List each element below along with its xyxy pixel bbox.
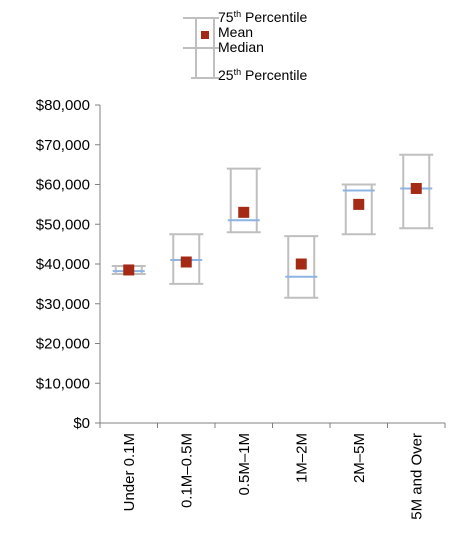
y-tick-label: $40,000 bbox=[36, 256, 90, 273]
y-tick-label: $80,000 bbox=[36, 97, 90, 114]
y-tick-label: $10,000 bbox=[36, 375, 90, 392]
box-group bbox=[399, 153, 434, 230]
x-category-label: Under 0.1M bbox=[121, 433, 138, 511]
y-axis: $0 $10,000 $20,000 $30,000 $40,000 $50,000 $60… bbox=[36, 97, 101, 432]
legend-label-mean: Mean bbox=[218, 24, 253, 40]
y-tick-label: $70,000 bbox=[36, 137, 90, 154]
y-tick-label: $0 bbox=[73, 415, 90, 432]
mean-marker bbox=[295, 258, 307, 270]
mean-marker bbox=[410, 182, 422, 194]
y-tick-label: $60,000 bbox=[36, 177, 90, 194]
box-group bbox=[226, 167, 261, 234]
x-category-label: 0.5M–1M bbox=[236, 433, 253, 496]
legend-label-median: Median bbox=[218, 39, 264, 55]
legend-mean-marker bbox=[201, 31, 209, 39]
x-category-label: 2M–5M bbox=[351, 433, 368, 483]
x-category-label: 1M–2M bbox=[293, 433, 310, 483]
x-category-label: 0.1M–0.5M bbox=[178, 433, 195, 508]
x-axis: Under 0.1M 0.1M–0.5M 0.5M–1M 1M–2M 2M–5M 5M a… bbox=[99, 422, 446, 520]
plot-area bbox=[111, 153, 434, 299]
mean-marker bbox=[180, 256, 192, 268]
mean-marker bbox=[238, 206, 250, 218]
legend-label-25th-percentile: 25th Percentile bbox=[218, 67, 307, 83]
box-group bbox=[341, 183, 376, 236]
box-group bbox=[111, 264, 146, 276]
legend-sample bbox=[183, 17, 219, 79]
legend-label-75th-percentile: 75th Percentile bbox=[218, 9, 307, 25]
mean-marker bbox=[123, 264, 135, 276]
y-tick-label: $30,000 bbox=[36, 296, 90, 313]
x-category-label: 5M and Over bbox=[408, 433, 425, 520]
y-tick-label: $20,000 bbox=[36, 336, 90, 353]
mean-marker bbox=[353, 198, 365, 210]
box-group bbox=[169, 233, 204, 285]
y-tick-label: $50,000 bbox=[36, 216, 90, 233]
box-group bbox=[284, 235, 319, 299]
